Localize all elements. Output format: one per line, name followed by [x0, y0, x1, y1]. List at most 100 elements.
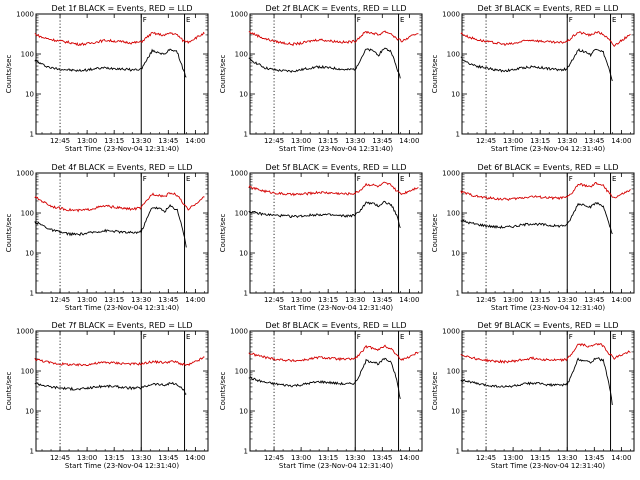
plot-frame	[249, 330, 423, 452]
y-tick-label: 10	[451, 91, 460, 99]
lld-series-line	[460, 31, 631, 48]
y-tick-label: 1	[456, 448, 460, 456]
x-tick-label: 13:00	[291, 296, 311, 304]
chart-panel: Det 4f BLACK = Events, RED = LLD 1 10 100 10…	[5, 163, 209, 312]
x-tick-label: 14:00	[185, 137, 205, 145]
flare-marker-label: F	[357, 175, 361, 183]
y-axis-label: Counts/sec	[431, 214, 439, 253]
plot-frame	[249, 13, 423, 135]
x-tick-label: 13:00	[291, 454, 311, 462]
chart-panel: Det 2f BLACK = Events, RED = LLD 1 10 100 10…	[219, 4, 423, 153]
events-series-line	[34, 48, 187, 78]
y-tick-label: 1000	[442, 11, 460, 19]
y-axis-label: Counts/sec	[5, 372, 13, 411]
x-tick-label: 14:00	[185, 296, 205, 304]
y-tick-label: 1	[30, 290, 34, 298]
chart-panel: Det 1f BLACK = Events, RED = LLD 1 10 100 10…	[5, 4, 209, 153]
y-tick-label: 1000	[230, 170, 248, 178]
y-axis-label: Counts/sec	[5, 55, 13, 94]
x-tick-label: 13:30	[131, 137, 151, 145]
lld-series-line	[248, 30, 419, 47]
plot-frame	[35, 172, 209, 294]
lld-series-line	[34, 31, 205, 47]
chart-panel: Det 7f BLACK = Events, RED = LLD 1 10 100 10…	[5, 321, 209, 470]
x-tick-label: 13:30	[557, 137, 577, 145]
y-tick-label: 1	[244, 448, 248, 456]
x-tick-label: 13:30	[557, 454, 577, 462]
chart-title: Det 9f BLACK = Events, RED = LLD	[477, 321, 618, 330]
plot-frame	[461, 172, 635, 294]
eclipse-marker-label: E	[400, 333, 404, 341]
lld-series-line	[248, 181, 419, 197]
x-axis-label: Start Time (23-Nov-04 12:31:40)	[279, 462, 393, 470]
x-tick-label: 12:45	[476, 137, 496, 145]
y-tick-label: 10	[239, 250, 248, 258]
eclipse-marker-label: E	[400, 175, 404, 183]
y-axis-label: Counts/sec	[219, 372, 227, 411]
flare-marker-label: F	[143, 16, 147, 24]
x-tick-label: 12:45	[50, 454, 70, 462]
events-series-line	[460, 357, 613, 406]
x-tick-label: 12:45	[264, 296, 284, 304]
y-tick-label: 1000	[230, 11, 248, 19]
x-tick-label: 13:00	[503, 296, 523, 304]
chart-title: Det 5f BLACK = Events, RED = LLD	[265, 163, 406, 172]
x-axis-label: Start Time (23-Nov-04 12:31:40)	[491, 145, 605, 153]
chart-title: Det 6f BLACK = Events, RED = LLD	[477, 163, 618, 172]
flare-marker-label: F	[569, 333, 573, 341]
x-tick-label: 13:00	[291, 137, 311, 145]
y-tick-label: 1000	[442, 170, 460, 178]
y-axis-label: Counts/sec	[219, 214, 227, 253]
x-tick-label: 14:00	[611, 137, 631, 145]
x-tick-label: 13:45	[584, 137, 604, 145]
eclipse-marker-label: E	[612, 16, 616, 24]
x-tick-label: 13:00	[77, 137, 97, 145]
eclipse-marker-label: E	[186, 16, 190, 24]
events-series-line	[248, 357, 401, 400]
y-tick-label: 1000	[16, 11, 34, 19]
events-series-line	[460, 48, 613, 82]
y-tick-label: 10	[451, 250, 460, 258]
y-tick-label: 10	[239, 91, 248, 99]
plot-frame	[461, 330, 635, 452]
flare-marker-label: F	[357, 16, 361, 24]
x-tick-label: 13:45	[158, 454, 178, 462]
y-axis-label: Counts/sec	[5, 214, 13, 253]
flare-marker-label: F	[143, 333, 147, 341]
y-tick-label: 1000	[442, 328, 460, 336]
x-tick-label: 12:45	[50, 137, 70, 145]
x-tick-label: 13:45	[584, 296, 604, 304]
events-series-line	[460, 201, 613, 235]
y-tick-label: 1	[30, 131, 34, 139]
y-tick-label: 10	[451, 408, 460, 416]
x-tick-label: 12:45	[476, 454, 496, 462]
y-axis-label: Counts/sec	[431, 372, 439, 411]
chart-title: Det 7f BLACK = Events, RED = LLD	[51, 321, 192, 330]
x-axis-label: Start Time (23-Nov-04 12:31:40)	[65, 462, 179, 470]
y-tick-label: 1	[456, 290, 460, 298]
x-tick-label: 12:45	[264, 137, 284, 145]
x-tick-label: 13:30	[345, 454, 365, 462]
eclipse-marker-label: E	[186, 333, 190, 341]
x-tick-label: 14:00	[399, 137, 419, 145]
x-axis-label: Start Time (23-Nov-04 12:31:40)	[65, 145, 179, 153]
y-tick-label: 100	[447, 210, 460, 218]
x-tick-label: 13:15	[530, 296, 550, 304]
x-tick-label: 13:45	[158, 137, 178, 145]
lld-series-line	[34, 356, 205, 367]
x-tick-label: 14:00	[611, 296, 631, 304]
plot-frame	[249, 172, 423, 294]
x-tick-label: 13:30	[345, 296, 365, 304]
x-axis-label: Start Time (23-Nov-04 12:31:40)	[491, 462, 605, 470]
y-axis-label: Counts/sec	[219, 55, 227, 94]
x-tick-label: 12:45	[476, 296, 496, 304]
x-tick-label: 13:15	[104, 296, 124, 304]
x-tick-label: 13:30	[345, 137, 365, 145]
y-tick-label: 100	[235, 51, 248, 59]
chart-panel: Det 5f BLACK = Events, RED = LLD 1 10 100 10…	[219, 163, 423, 312]
y-tick-label: 10	[25, 408, 34, 416]
y-tick-label: 100	[21, 368, 34, 376]
y-tick-label: 1	[30, 448, 34, 456]
flare-marker-label: F	[143, 175, 147, 183]
